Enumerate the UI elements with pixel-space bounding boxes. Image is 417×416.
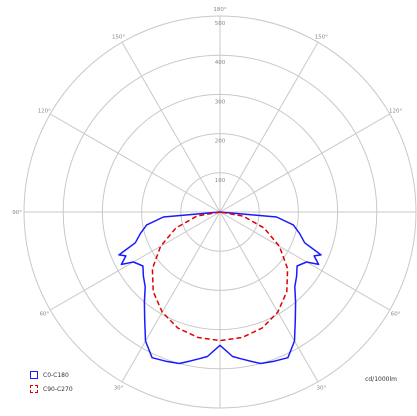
grid-spoke — [219, 211, 390, 311]
grid-spoke — [50, 211, 221, 311]
angle-label: 90° — [12, 210, 22, 216]
axis-labels: 180°150°150°120°120°90°90°60°60°30°30°10… — [12, 7, 402, 392]
angle-label: 120° — [389, 109, 402, 115]
radial-label: 500 — [215, 21, 226, 27]
grid-spoke — [219, 42, 319, 213]
angle-label: 180° — [213, 7, 226, 13]
legend-swatch-c0-c180 — [30, 371, 38, 379]
angle-label: 150° — [112, 34, 125, 40]
radial-label: 400 — [215, 60, 226, 66]
radial-label: 300 — [215, 99, 226, 105]
radial-label: 100 — [215, 178, 226, 184]
legend-item-c0-c180: C0-C180 — [30, 368, 73, 382]
luminous-curves — [118, 211, 322, 365]
angle-label: 30° — [114, 386, 124, 392]
unit-label: cd/1000lm — [365, 376, 397, 383]
legend-swatch-c90-c270 — [30, 385, 38, 393]
angle-label: 60° — [39, 311, 49, 317]
series-curve-c0-c180 — [118, 211, 322, 365]
legend-label-c0-c180: C0-C180 — [43, 371, 69, 379]
polar-grid — [23, 15, 417, 409]
angle-label: 150° — [315, 34, 328, 40]
angle-label: 60° — [391, 311, 401, 317]
grid-spoke — [121, 42, 221, 213]
grid-spoke — [121, 211, 221, 382]
legend-item-c90-c270: C90-C270 — [30, 382, 73, 396]
grid-spoke — [219, 211, 319, 382]
grid-spoke — [219, 113, 390, 213]
angle-label: 120° — [38, 109, 51, 115]
radial-label: 200 — [215, 139, 226, 145]
legend: C0-C180 C90-C270 — [30, 368, 73, 396]
grid-spoke — [50, 113, 221, 213]
legend-label-c90-c270: C90-C270 — [43, 385, 73, 393]
angle-label: 30° — [317, 386, 327, 392]
